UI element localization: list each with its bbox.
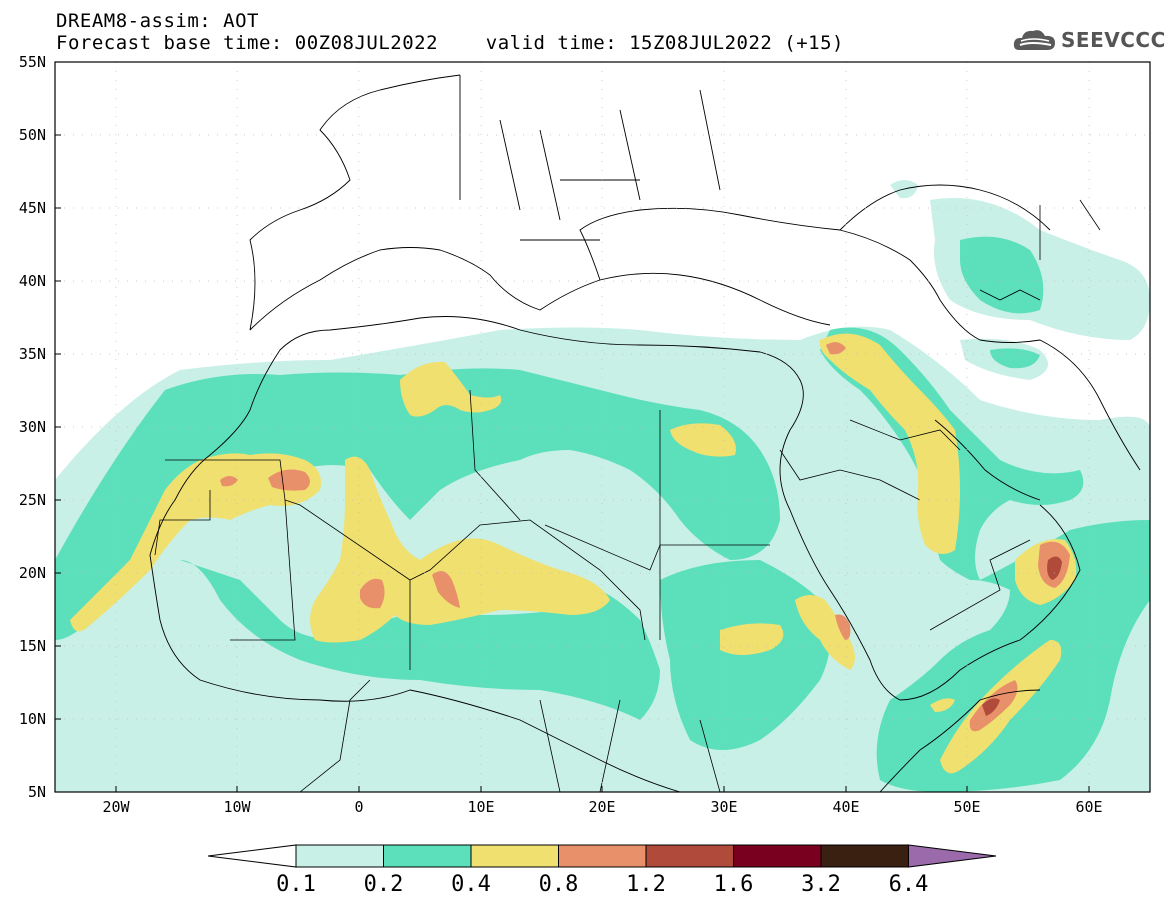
lon-label: 60E <box>1075 798 1102 816</box>
lon-label: 10E <box>467 798 494 816</box>
lon-label: 30E <box>710 798 737 816</box>
logo-text: SEEVCCC <box>1061 28 1165 52</box>
aot-level-0.4 <box>70 333 1077 774</box>
colorbar-label: 1.2 <box>626 872 666 897</box>
lat-axis: 5N 10N 15N 20N 25N 30N 35N 40N 45N 50N 5… <box>19 53 61 801</box>
colorbar-label: 6.4 <box>889 872 929 897</box>
lon-label: 20W <box>102 798 130 816</box>
colorbar-high-arrow <box>908 844 997 868</box>
colorbar-swatch <box>470 844 559 868</box>
aot-level-1.2 <box>982 556 1062 716</box>
lat-label: 40N <box>19 272 46 290</box>
lon-label: 50E <box>953 798 980 816</box>
lon-label: 0 <box>354 798 363 816</box>
lat-label: 45N <box>19 199 46 217</box>
colorbar-label: 3.2 <box>801 872 841 897</box>
lon-label: 40E <box>832 798 859 816</box>
lat-label: 30N <box>19 418 46 436</box>
colorbar-swatch <box>558 844 647 868</box>
coastlines <box>149 74 1141 792</box>
lat-label: 10N <box>19 710 46 728</box>
borders <box>154 199 1101 792</box>
colorbar: 0.1 0.2 0.4 0.8 1.2 1.6 3.2 6.4 <box>207 844 997 897</box>
colorbar-swatch <box>383 844 472 868</box>
seevccc-logo: SEEVCCC <box>1011 24 1165 56</box>
lat-label: 55N <box>19 53 46 71</box>
map-subtitle: Forecast base time: 00Z08JUL2022 valid t… <box>56 32 844 54</box>
colorbar-label: 0.2 <box>364 872 404 897</box>
colorbar-label: 0.1 <box>276 872 316 897</box>
colorbar-swatch <box>820 844 909 868</box>
colorbar-low-arrow <box>207 844 297 868</box>
colorbar-label: 0.8 <box>539 872 579 897</box>
lon-label: 20E <box>588 798 615 816</box>
colorbar-swatch <box>295 844 384 868</box>
lat-label: 25N <box>19 491 46 509</box>
lon-label: 10W <box>223 798 251 816</box>
colorbar-label: 0.4 <box>451 872 491 897</box>
lat-label: 35N <box>19 345 46 363</box>
lon-axis: 20W 10W 0 10E 20E 30E 40E 50E 60E <box>102 786 1103 816</box>
aot-level-0.2 <box>55 236 1150 792</box>
lat-label: 15N <box>19 637 46 655</box>
colorbar-label: 1.6 <box>714 872 754 897</box>
lat-label: 50N <box>19 126 46 144</box>
lat-label: 20N <box>19 564 46 582</box>
colorbar-swatch <box>733 844 822 868</box>
lat-label: 5N <box>28 783 46 801</box>
cloud-logo-icon <box>1013 30 1055 50</box>
map-title: DREAM8-assim: AOT <box>56 10 259 32</box>
colorbar-swatch <box>645 844 734 868</box>
